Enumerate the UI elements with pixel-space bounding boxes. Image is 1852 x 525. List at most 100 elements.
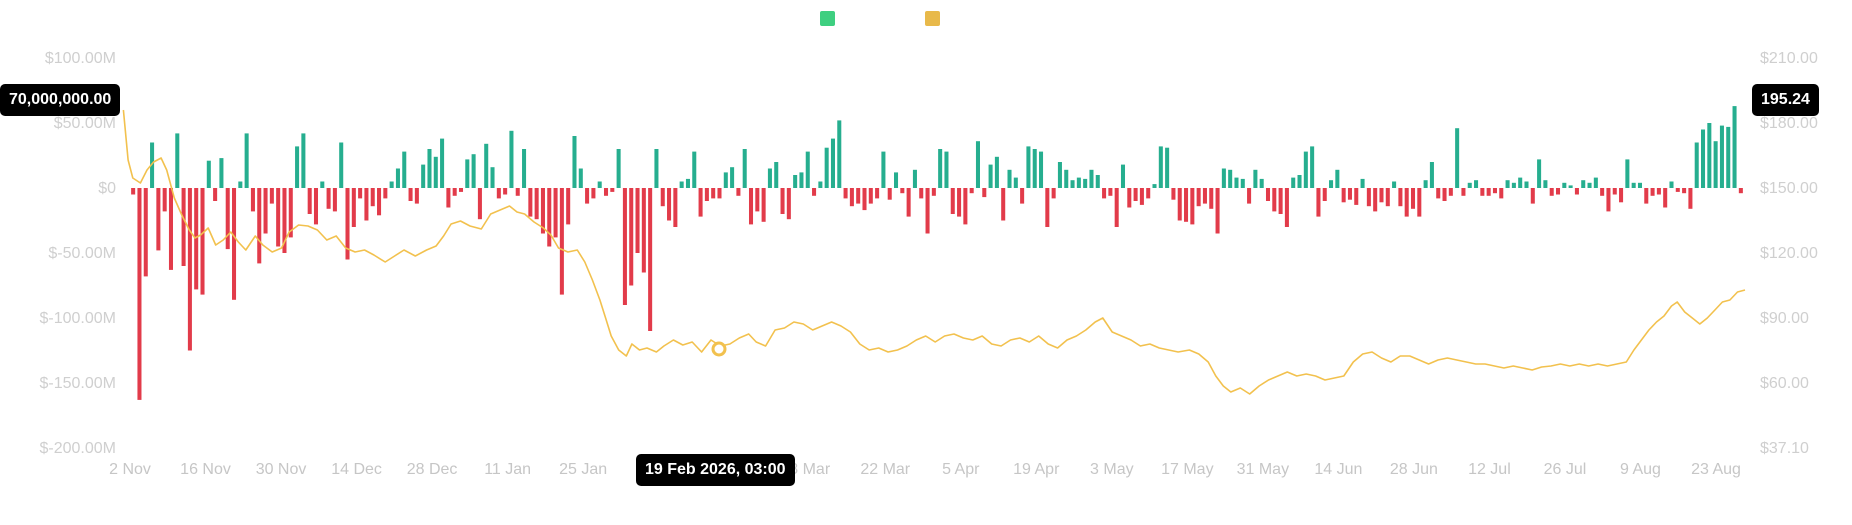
flow-bar[interactable] [1013, 177, 1018, 188]
flow-bar[interactable] [1057, 162, 1062, 188]
flow-bar[interactable] [471, 154, 476, 188]
flow-bar[interactable] [1448, 188, 1453, 196]
flow-bar[interactable] [1593, 177, 1598, 188]
flow-bar[interactable] [238, 181, 243, 189]
flow-bar[interactable] [232, 188, 237, 300]
flow-bar[interactable] [1429, 162, 1434, 188]
flow-bar[interactable] [1719, 125, 1724, 188]
flow-bar[interactable] [975, 141, 980, 188]
flow-bar[interactable] [1505, 180, 1510, 188]
flow-bar[interactable] [1530, 188, 1535, 204]
flow-bar[interactable] [414, 188, 419, 204]
flow-bar[interactable] [755, 188, 760, 212]
flow-bar[interactable] [465, 159, 470, 188]
flow-bar[interactable] [969, 188, 974, 194]
flow-bar[interactable] [1108, 188, 1113, 196]
flow-bar[interactable] [1562, 182, 1567, 188]
flow-bar[interactable] [389, 181, 394, 189]
flow-bar[interactable] [711, 188, 716, 199]
flow-bar[interactable] [1480, 188, 1485, 196]
flow-bar[interactable] [780, 188, 785, 214]
flow-bar[interactable] [1158, 146, 1163, 188]
flow-bar[interactable] [1240, 178, 1245, 188]
flow-bar[interactable] [736, 188, 741, 196]
flow-bar[interactable] [131, 188, 136, 195]
flow-bar[interactable] [774, 162, 779, 188]
flow-bar[interactable] [1234, 177, 1239, 188]
flow-bar[interactable] [225, 188, 230, 250]
flow-bar[interactable] [578, 168, 583, 189]
flow-bar[interactable] [906, 188, 911, 217]
flow-bar[interactable] [276, 188, 281, 247]
flow-bar[interactable] [244, 133, 249, 188]
flow-bar[interactable] [206, 160, 211, 188]
flow-bar[interactable] [616, 149, 621, 188]
flow-bar[interactable] [1146, 188, 1151, 199]
flow-bar[interactable] [799, 172, 804, 188]
flow-bar[interactable] [1682, 188, 1687, 194]
flow-bar[interactable] [1398, 188, 1403, 207]
flow-bar[interactable] [1202, 188, 1207, 204]
flow-bar[interactable] [452, 188, 457, 196]
flow-bar[interactable] [1341, 188, 1346, 203]
flow-bar[interactable] [1127, 188, 1132, 208]
flow-bar[interactable] [1196, 188, 1201, 207]
flow-bar[interactable] [1070, 180, 1075, 188]
flow-bar[interactable] [1228, 169, 1233, 188]
flow-bar[interactable] [1354, 188, 1359, 205]
flow-bar[interactable] [723, 172, 728, 188]
flow-bar[interactable] [1215, 188, 1220, 234]
flow-bar[interactable] [1329, 180, 1334, 188]
flow-bar[interactable] [793, 175, 798, 188]
flow-bar[interactable] [345, 188, 350, 260]
flow-bar[interactable] [458, 188, 464, 192]
flow-bar[interactable] [1442, 188, 1447, 201]
flow-bar[interactable] [1076, 177, 1081, 188]
flow-bar[interactable] [900, 188, 905, 194]
flow-bar[interactable] [1373, 188, 1378, 212]
flow-bar[interactable] [1310, 146, 1315, 188]
flow-bar[interactable] [1265, 188, 1271, 201]
flow-bar[interactable] [313, 188, 319, 225]
flow-bar[interactable] [200, 188, 205, 295]
flow-bar[interactable] [1549, 188, 1554, 196]
flow-bar[interactable] [875, 188, 880, 199]
flow-bar[interactable] [1253, 169, 1258, 188]
flow-bar[interactable] [559, 188, 564, 295]
flow-bar[interactable] [257, 188, 262, 264]
flow-bar[interactable] [175, 133, 180, 188]
flow-bar[interactable] [1284, 188, 1289, 227]
flow-bar[interactable] [1089, 169, 1094, 188]
flow-bar[interactable] [1738, 188, 1743, 194]
flow-bar[interactable] [1083, 178, 1088, 188]
flow-bar[interactable] [1587, 182, 1592, 188]
flow-bar[interactable] [1392, 181, 1397, 189]
flow-bar[interactable] [1064, 169, 1069, 188]
flow-bar[interactable] [1026, 146, 1031, 188]
flow-bar[interactable] [1385, 188, 1390, 207]
flow-bar[interactable] [1272, 188, 1277, 212]
flow-bar[interactable] [622, 188, 627, 305]
flow-bar[interactable] [358, 188, 363, 199]
flow-bar[interactable] [1694, 142, 1699, 189]
flow-bar[interactable] [654, 149, 659, 188]
flow-bar[interactable] [1600, 188, 1605, 196]
flow-bar[interactable] [351, 188, 356, 227]
flow-bar[interactable] [1644, 188, 1649, 204]
flow-bar[interactable] [1347, 188, 1352, 200]
flow-bar[interactable] [326, 188, 331, 209]
flow-bar[interactable] [522, 149, 527, 188]
flow-bar[interactable] [534, 188, 539, 220]
flow-bar[interactable] [868, 188, 873, 204]
flow-bar[interactable] [509, 130, 514, 188]
flow-bar[interactable] [187, 188, 192, 351]
flow-bar[interactable] [219, 158, 224, 188]
flow-bar[interactable] [250, 188, 255, 212]
flow-bar[interactable] [1259, 178, 1264, 188]
flow-bar[interactable] [1102, 188, 1107, 199]
flow-bar[interactable] [282, 188, 287, 253]
flow-bar[interactable] [433, 156, 438, 188]
flow-bar[interactable] [994, 156, 999, 188]
flow-bar[interactable] [1209, 188, 1214, 209]
price-line[interactable] [122, 109, 1746, 395]
